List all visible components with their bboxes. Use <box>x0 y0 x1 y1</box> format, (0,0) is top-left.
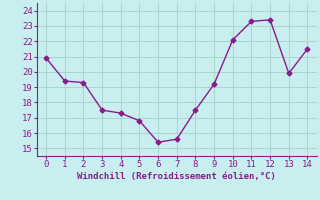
X-axis label: Windchill (Refroidissement éolien,°C): Windchill (Refroidissement éolien,°C) <box>77 172 276 181</box>
